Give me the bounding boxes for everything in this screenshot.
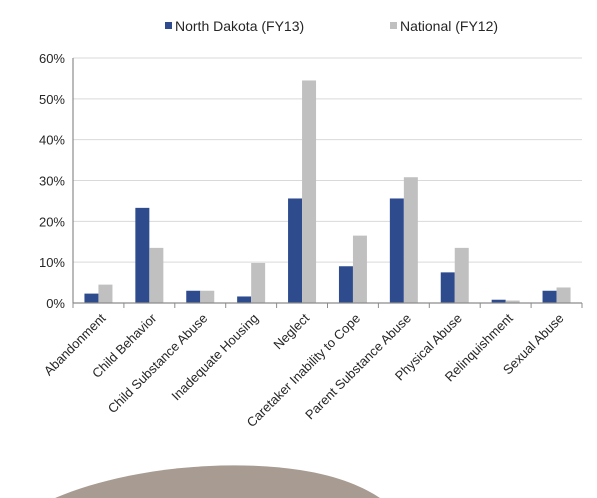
- bar-national: [200, 290, 215, 303]
- bar-national: [352, 235, 367, 303]
- bar-national: [251, 262, 266, 303]
- y-tick-label: 30%: [39, 174, 65, 189]
- axes: [72, 58, 583, 308]
- bar-north-dakota: [237, 296, 252, 303]
- bar-north-dakota: [389, 198, 404, 303]
- legend-swatch: [390, 22, 397, 29]
- bar-national: [403, 177, 418, 303]
- decorative-arc-layer: [55, 465, 380, 498]
- y-tick-label: 50%: [39, 92, 65, 107]
- bar-national: [302, 80, 317, 303]
- bar-national: [556, 287, 571, 303]
- bar-north-dakota: [440, 272, 455, 303]
- y-tick-label: 10%: [39, 255, 65, 270]
- decorative-arc: [55, 465, 380, 498]
- bar-national: [98, 284, 113, 303]
- bar-national: [454, 247, 469, 303]
- y-tick-label: 60%: [39, 51, 65, 66]
- y-axis-tick-labels: 0% 10% 20% 30% 40% 50% 60%: [39, 51, 65, 311]
- bar-north-dakota: [288, 198, 303, 303]
- bar-north-dakota: [135, 207, 150, 303]
- y-tick-label: 0%: [46, 296, 65, 311]
- x-tick-label: Neglect: [270, 310, 312, 352]
- bar-north-dakota: [338, 266, 353, 303]
- x-tick-label: Inadequate Housing: [168, 311, 261, 404]
- bar-north-dakota: [542, 290, 557, 303]
- bar-north-dakota: [186, 290, 201, 303]
- y-tick-label: 40%: [39, 133, 65, 148]
- legend-swatch: [165, 22, 172, 29]
- gridlines: [73, 57, 582, 263]
- y-tick-label: 20%: [39, 214, 65, 229]
- legend-label: National (FY12): [400, 18, 498, 34]
- bars: [84, 80, 571, 303]
- bar-national: [149, 247, 164, 303]
- x-tick-label: Child Substance Abuse: [105, 311, 211, 417]
- bar-north-dakota: [491, 299, 506, 303]
- bar-national: [505, 300, 520, 303]
- legend-label: North Dakota (FY13): [175, 18, 304, 34]
- legend: North Dakota (FY13) National (FY12): [165, 18, 498, 34]
- bar-north-dakota: [84, 293, 99, 303]
